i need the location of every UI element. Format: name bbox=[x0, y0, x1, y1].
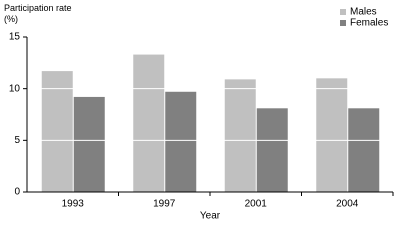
y-tick-label: 10 bbox=[9, 83, 21, 94]
bar bbox=[316, 78, 348, 192]
legend-swatch bbox=[340, 9, 346, 15]
bar bbox=[165, 91, 197, 192]
bar bbox=[73, 96, 105, 192]
bar bbox=[224, 79, 256, 192]
bar bbox=[256, 108, 288, 192]
x-tick-label: 1993 bbox=[62, 199, 85, 210]
legend-label: Males bbox=[350, 7, 377, 18]
y-tick-label: 0 bbox=[14, 187, 20, 198]
chart: 1993 1997 2001 2004 0 5 10 15 Year Males Females P… bbox=[4, 3, 394, 222]
x-axis-label: Year bbox=[200, 211, 221, 222]
x-tick-label: 2001 bbox=[245, 199, 268, 210]
x-tick-label: 2004 bbox=[336, 199, 359, 210]
bar bbox=[348, 108, 380, 192]
legend-label: Females bbox=[350, 18, 388, 29]
x-tick-label: 1997 bbox=[153, 199, 176, 210]
y-tick-label: 15 bbox=[9, 32, 21, 43]
legend-swatch bbox=[340, 20, 346, 26]
y-axis-label: Participation rate (%) bbox=[4, 3, 72, 24]
y-tick-label: 5 bbox=[14, 135, 20, 146]
bar bbox=[133, 54, 165, 192]
bar bbox=[41, 71, 73, 192]
